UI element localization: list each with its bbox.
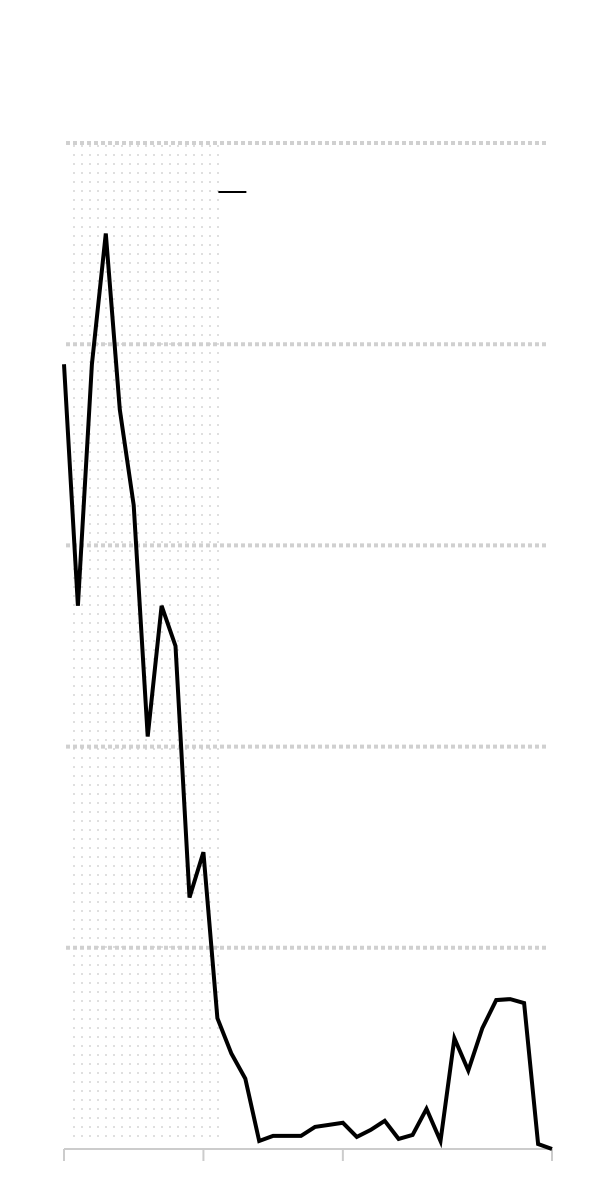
x-axis: [63, 1148, 553, 1161]
gridlines: [66, 141, 548, 950]
series-group: [62, 233, 553, 1151]
series-line: [62, 233, 553, 1151]
